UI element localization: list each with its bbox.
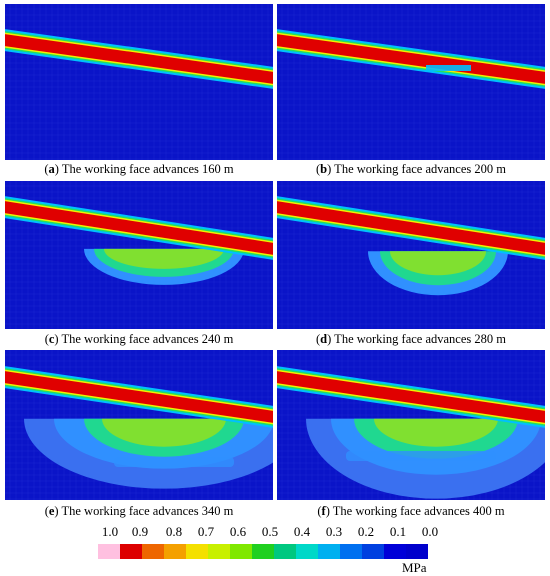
stress-contour-c <box>4 180 274 330</box>
panel-b <box>276 3 546 161</box>
panel-c <box>4 180 274 338</box>
stress-relief-zone <box>104 248 224 269</box>
panel-border <box>276 349 546 501</box>
legend-tick: 0.7 <box>197 524 215 539</box>
color-legend: 1.0 0.9 0.8 0.7 0.6 0.5 0.4 0.3 0.2 0.1 … <box>88 524 468 575</box>
stress-contour-b <box>276 3 546 161</box>
panel-a <box>4 3 274 161</box>
stress-relief-zone <box>102 418 226 447</box>
legend-swatch <box>362 544 384 559</box>
stress-contour-a <box>4 3 274 161</box>
legend-swatch <box>296 544 318 559</box>
coal-seam-band <box>4 34 274 84</box>
legend-swatch <box>120 544 142 559</box>
legend-swatch <box>318 544 340 559</box>
lower-stress-strip <box>346 451 496 461</box>
legend-tick: 0.1 <box>389 524 407 539</box>
legend-tick: 0.0 <box>421 524 439 539</box>
caption-e: (e) The working face advances 340 m <box>44 504 234 518</box>
coal-seam-band <box>4 201 274 255</box>
panel-border <box>276 180 546 330</box>
legend-unit: MPa <box>402 560 427 575</box>
legend-swatch <box>208 544 230 559</box>
legend-tick: 0.8 <box>165 524 183 539</box>
legend-swatch <box>98 544 120 559</box>
legend-swatch <box>252 544 274 559</box>
legend-swatch <box>164 544 186 559</box>
legend-tick: 0.3 <box>325 524 343 539</box>
panel-f <box>276 349 546 507</box>
legend-tick: 0.4 <box>293 524 311 539</box>
stress-contour-f <box>276 349 546 501</box>
coal-seam-band <box>276 34 546 84</box>
legend-swatch <box>142 544 164 559</box>
legend-tick: 1.0 <box>101 524 119 539</box>
legend-swatch <box>406 544 428 559</box>
stress-contour-e <box>4 349 274 501</box>
legend-swatch <box>384 544 406 559</box>
panel-border <box>4 3 274 161</box>
caption-f: (f) The working face advances 400 m <box>317 504 505 518</box>
panel-border <box>4 180 274 330</box>
legend-swatch <box>230 544 252 559</box>
stress-contour-d <box>276 180 546 330</box>
caption-c: (c) The working face advances 240 m <box>44 332 234 346</box>
goaf-notch <box>426 65 471 71</box>
legend-swatch <box>340 544 362 559</box>
panel-border <box>276 3 546 161</box>
caption-d: (d) The working face advances 280 m <box>315 332 506 346</box>
stress-relief-zone <box>374 418 498 447</box>
legend-tick: 0.9 <box>131 524 149 539</box>
caption-b: (b) The working face advances 200 m <box>315 162 506 176</box>
caption-a: (a) The working face advances 160 m <box>44 162 234 176</box>
coal-seam-band <box>4 371 274 423</box>
legend-swatch <box>186 544 208 559</box>
coal-seam-band <box>276 371 546 423</box>
coal-seam-band <box>276 201 546 255</box>
panel-border <box>4 349 274 501</box>
panel-d <box>276 180 546 338</box>
lower-stress-strip <box>114 457 234 467</box>
legend-colorbar <box>98 544 428 559</box>
stress-relief-zone <box>390 251 486 276</box>
legend-tick: 0.2 <box>357 524 375 539</box>
legend-tick: 0.5 <box>261 524 279 539</box>
panel-e <box>4 349 274 507</box>
legend-tick: 0.6 <box>229 524 247 539</box>
legend-swatch <box>274 544 296 559</box>
